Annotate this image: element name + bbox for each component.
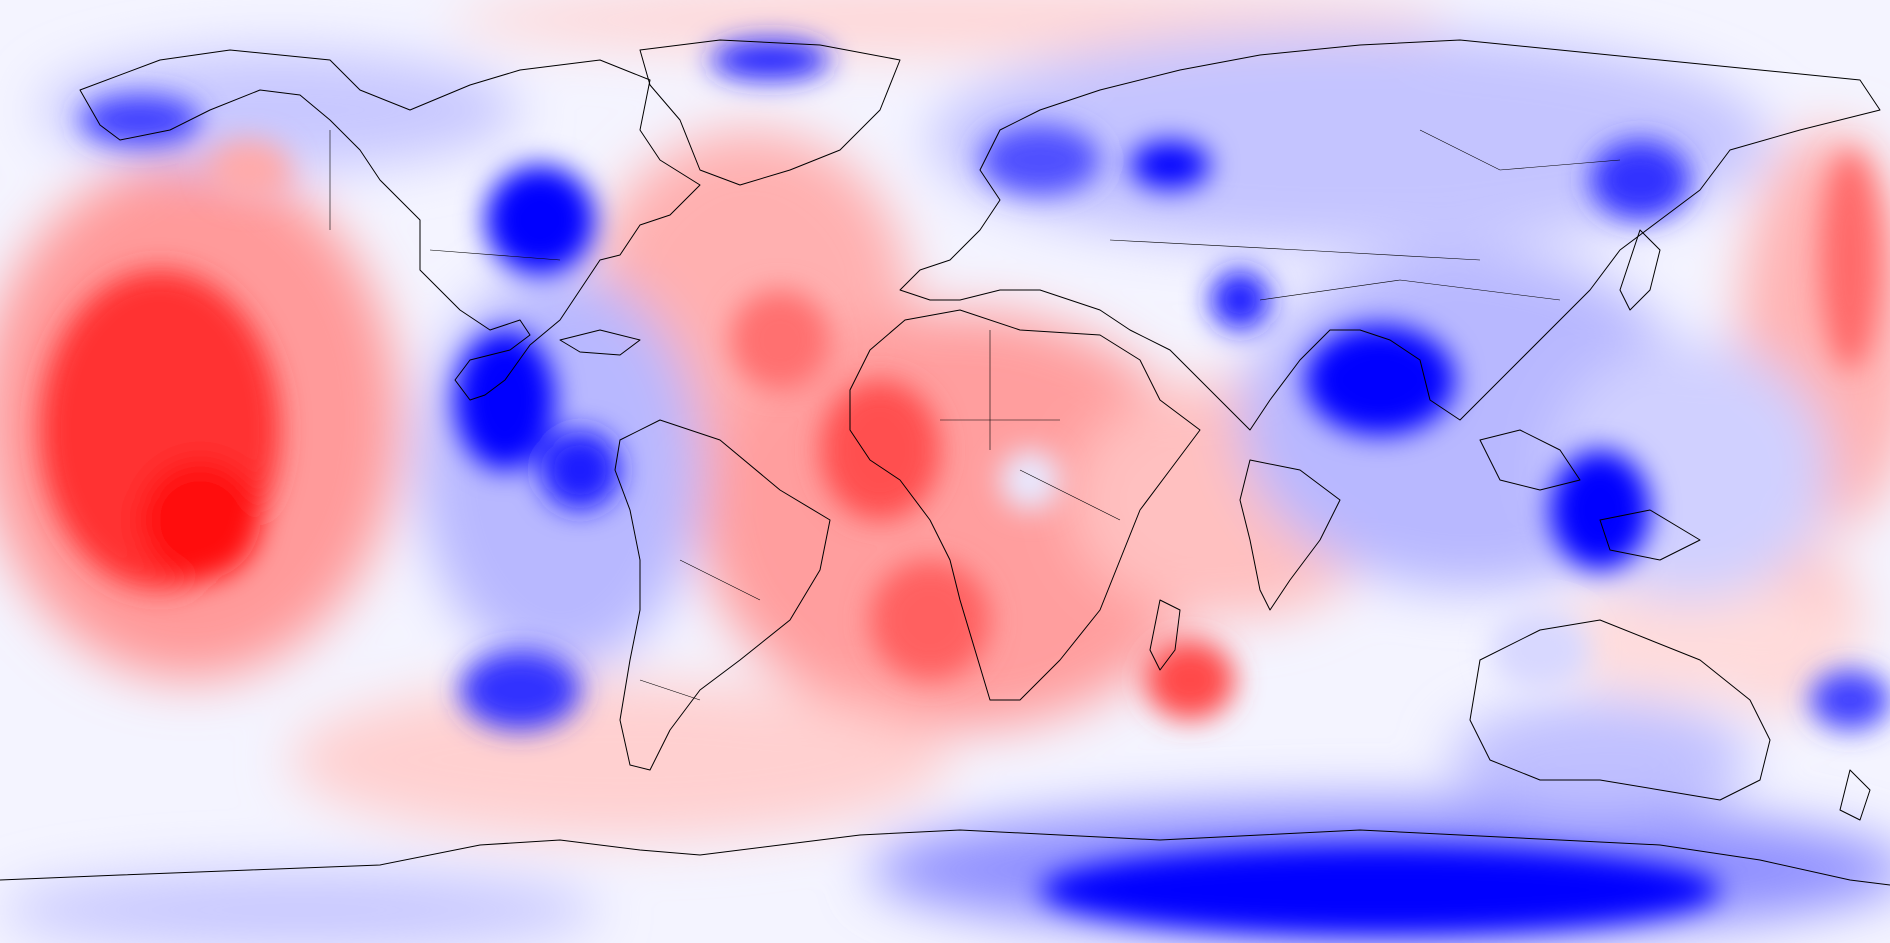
coast-north-america — [79, 49, 701, 401]
coast-japan — [1619, 229, 1661, 311]
coast-australia — [1469, 619, 1771, 801]
coast-eurasia — [899, 39, 1881, 431]
coast-maritime-asia — [1479, 429, 1701, 561]
anomaly-cores — [40, 40, 1890, 935]
coast-caribbean — [559, 329, 641, 356]
coast-madagascar — [1149, 599, 1181, 671]
coast-greenland — [639, 39, 901, 186]
borders — [329, 129, 1621, 701]
coastlines — [0, 39, 1890, 886]
coast-india — [1239, 459, 1341, 611]
coast-new-zealand — [1839, 769, 1871, 821]
coast-africa — [849, 309, 1201, 701]
coast-antarctica — [0, 829, 1890, 886]
coast-south-america — [614, 419, 831, 771]
